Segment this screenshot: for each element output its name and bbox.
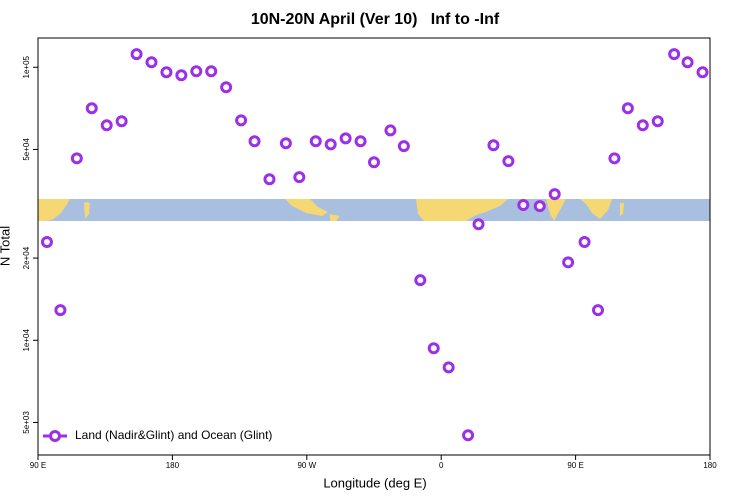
point — [293, 171, 306, 184]
point — [248, 135, 261, 148]
point — [354, 135, 367, 148]
point — [220, 81, 233, 94]
point — [621, 102, 634, 115]
point — [175, 69, 188, 82]
point — [309, 135, 322, 148]
x-tick-label: 90 E — [30, 461, 46, 470]
y-tick-label: 5e+03 — [22, 411, 31, 434]
point — [668, 48, 681, 61]
y-axis-label: N Total — [0, 226, 12, 266]
map-strip — [38, 199, 710, 221]
x-tick-label: 180 — [703, 461, 717, 470]
point — [279, 137, 292, 150]
x-tick-label: 180 — [166, 461, 180, 470]
point — [263, 173, 276, 186]
point — [54, 304, 67, 317]
point — [190, 65, 203, 78]
point — [636, 119, 649, 132]
point — [502, 155, 515, 168]
point — [130, 48, 143, 61]
y-tick-label: 1e+04 — [22, 328, 31, 351]
x-tick-label: 90 E — [567, 461, 583, 470]
point — [462, 429, 475, 442]
point — [40, 236, 53, 249]
point — [235, 114, 248, 127]
point — [696, 66, 709, 79]
point — [368, 156, 380, 169]
point — [548, 188, 561, 201]
y-tick-label: 1e+05 — [22, 55, 31, 78]
point — [115, 115, 128, 128]
point — [578, 236, 591, 249]
point — [487, 139, 500, 152]
point — [533, 200, 546, 213]
point — [472, 218, 485, 231]
x-tick-label: 0 — [439, 461, 444, 470]
point — [562, 256, 575, 269]
point — [517, 198, 530, 211]
x-axis-label: Longitude (deg E) — [323, 475, 426, 490]
point — [384, 124, 397, 137]
point — [442, 361, 455, 374]
plot-frame — [37, 37, 711, 456]
point — [414, 274, 427, 287]
point — [592, 304, 604, 317]
point — [397, 140, 410, 153]
point — [85, 102, 98, 115]
point — [205, 65, 218, 78]
point — [160, 66, 173, 79]
legend-marker — [49, 430, 61, 442]
point — [70, 152, 83, 165]
point — [100, 119, 113, 132]
point — [145, 56, 158, 69]
legend-label: Land (Nadir&Glint) and Ocean (Glint) — [75, 428, 272, 442]
chart-title: 10N-20N April (Ver 10) Inf to -Inf — [251, 11, 500, 28]
point — [681, 56, 694, 69]
point — [324, 138, 337, 151]
point — [608, 152, 621, 165]
y-tick-label: 5e+04 — [22, 138, 31, 161]
point — [651, 115, 664, 128]
y-tick-label: 2e+04 — [22, 246, 31, 269]
point — [339, 132, 352, 145]
point — [427, 342, 440, 355]
x-tick-label: 90 W — [297, 461, 316, 470]
